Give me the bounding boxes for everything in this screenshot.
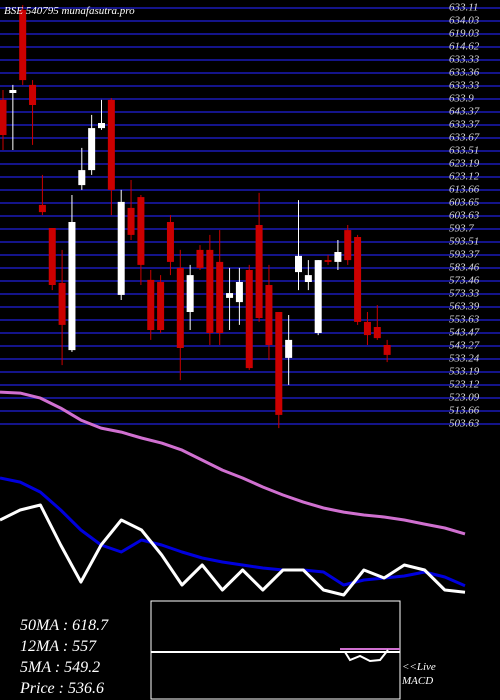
candle-body [38, 204, 46, 213]
candle-body [383, 345, 391, 355]
price-label: 623.19 [449, 158, 480, 170]
candle-body [206, 249, 214, 333]
price-label: 613.66 [449, 184, 480, 196]
candle-body [157, 282, 165, 330]
readout: 50MA : 618.7 [20, 617, 109, 634]
readout: Price : 536.6 [19, 680, 104, 697]
price-label: 523.12 [449, 379, 480, 391]
candle-body [363, 321, 371, 336]
price-label: 633.36 [449, 67, 480, 79]
macd-label: <<Live [402, 661, 436, 673]
candle-body [0, 99, 7, 135]
chart-title: BSE 540795 munafasutra.pro [4, 5, 135, 17]
candle-body [186, 275, 194, 312]
candle-body [166, 222, 174, 262]
candle-body [314, 260, 322, 333]
price-label: 513.66 [449, 405, 480, 417]
candle-body [48, 228, 56, 285]
macd-box: <<Live MACD [150, 600, 436, 700]
price-labels: 633.11634.03619.03614.62633.33633.36633.… [449, 2, 480, 430]
candle-body [295, 255, 302, 273]
readout: 12MA : 557 [20, 638, 97, 655]
candle-body [78, 170, 86, 186]
candle-body [285, 339, 293, 358]
price-label: 583.46 [449, 262, 480, 274]
candle-body [117, 201, 125, 295]
candle-body [226, 293, 234, 298]
candle-body [9, 90, 17, 93]
candle-body [255, 225, 263, 318]
price-label: 643.37 [449, 106, 480, 118]
candles [0, 5, 391, 429]
price-label: 634.03 [449, 15, 480, 27]
candle-body [324, 260, 332, 262]
candle-body [88, 128, 96, 171]
price-label: 543.27 [449, 340, 480, 352]
candle-body [245, 270, 253, 369]
candle-body [98, 123, 105, 129]
price-label: 633.9 [449, 93, 474, 105]
price-label: 563.39 [449, 301, 480, 313]
price-label: 533.19 [449, 366, 480, 378]
candle-body [58, 282, 66, 325]
ma-line [0, 390, 466, 536]
price-label: 603.65 [449, 197, 480, 209]
price-label: 614.62 [449, 41, 480, 53]
price-label: 633.37 [449, 119, 480, 131]
price-label: 573.33 [449, 288, 480, 300]
price-label: 619.03 [449, 28, 480, 40]
price-label: 553.63 [449, 314, 480, 326]
macd-line [344, 649, 389, 663]
price-label: 633.51 [449, 145, 479, 157]
price-label: 603.63 [449, 210, 480, 222]
readout: 5MA : 549.2 [20, 659, 100, 676]
price-label: 633.11 [449, 2, 478, 14]
price-label: 623.12 [449, 171, 480, 183]
price-label: 633.33 [449, 80, 480, 92]
candle-body [373, 327, 381, 339]
candle-body [354, 237, 362, 322]
price-label: 593.51 [449, 236, 479, 248]
candle-body [68, 222, 76, 351]
price-label: 633.33 [449, 54, 480, 66]
candle-body [334, 252, 342, 262]
macd-label: MACD [401, 675, 433, 687]
ma-line [0, 476, 466, 588]
candle-body [127, 207, 135, 235]
price-label: 633.67 [449, 132, 480, 144]
price-label: 523.09 [449, 392, 480, 404]
candle-body [29, 84, 37, 105]
ma-lines [0, 390, 466, 597]
price-label: 533.24 [449, 353, 480, 365]
candle-body [107, 99, 115, 190]
candle-body [275, 312, 283, 415]
candle-body [19, 9, 27, 81]
candle-body [216, 261, 224, 333]
candle-body [235, 282, 243, 303]
candle-body [176, 267, 184, 348]
price-label: 503.63 [449, 418, 480, 430]
candle-body [196, 249, 204, 268]
price-label: 573.46 [449, 275, 480, 287]
readouts: 50MA : 618.7 12MA : 557 5MA : 549.2 Pric… [19, 617, 109, 697]
ma-line [0, 503, 466, 597]
candle-body [304, 275, 312, 282]
price-label: 593.7 [449, 223, 474, 235]
price-label: 593.37 [449, 249, 480, 261]
price-label: 543.47 [449, 327, 480, 339]
candle-body [265, 285, 273, 345]
candle-body [344, 230, 352, 261]
candle-body [137, 197, 145, 265]
candle-body [147, 279, 155, 330]
